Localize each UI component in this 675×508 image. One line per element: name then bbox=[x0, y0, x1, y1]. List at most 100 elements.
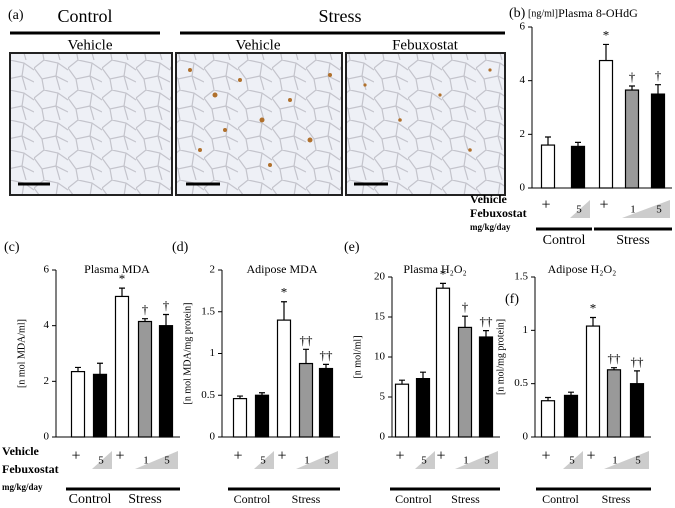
bar bbox=[478, 336, 494, 438]
y-axis-label: [ng/ml] bbox=[528, 8, 558, 19]
bar bbox=[457, 326, 473, 438]
panel-label: (b) bbox=[509, 6, 526, 21]
error-bar bbox=[259, 392, 265, 396]
dose-label: 1 bbox=[143, 455, 149, 467]
y-axis-label: [n mol/ml] bbox=[352, 335, 363, 378]
micrograph bbox=[345, 52, 506, 196]
bar bbox=[254, 394, 270, 438]
group-label: Control bbox=[542, 492, 579, 506]
y-tick-label: 4 bbox=[44, 319, 50, 331]
bar bbox=[629, 383, 645, 438]
error-bar bbox=[545, 396, 551, 401]
dose-label: 1 bbox=[630, 204, 636, 216]
group-label: Stress bbox=[451, 492, 480, 506]
bar bbox=[540, 400, 556, 438]
y-tick-label: 10 bbox=[374, 351, 386, 363]
annotation: †† bbox=[300, 332, 314, 347]
condition-label: Vehicle bbox=[68, 37, 113, 53]
dose-label: 1 bbox=[612, 455, 618, 467]
y-tick-label: 15 bbox=[374, 311, 386, 323]
error-bar bbox=[655, 84, 661, 95]
panel-label: (a) bbox=[8, 8, 24, 23]
bar bbox=[415, 378, 431, 438]
y-tick-label: 5 bbox=[380, 391, 386, 403]
group-label: Control bbox=[234, 492, 271, 506]
annotation: † bbox=[655, 68, 662, 83]
vehicle-mark: + bbox=[115, 448, 124, 465]
group-label: Stress bbox=[292, 492, 321, 506]
bar bbox=[114, 295, 130, 438]
annotation: † bbox=[163, 298, 170, 313]
dose-ramp bbox=[254, 451, 274, 469]
dose-label: 5 bbox=[421, 455, 427, 467]
vehicle-mark: + bbox=[436, 448, 445, 465]
y-tick-label: 2 bbox=[44, 375, 50, 387]
chart-title: Plasma H₂O₂ bbox=[403, 262, 466, 276]
y-axis-label: [n mol MDA/ml] bbox=[16, 319, 27, 388]
dose-ramp bbox=[622, 200, 670, 218]
dose-label: 5 bbox=[484, 455, 490, 467]
group-label: Stress bbox=[602, 492, 631, 506]
chart-title: Adipose H₂O₂ bbox=[548, 262, 617, 276]
dose-ramp bbox=[296, 451, 338, 469]
bar bbox=[435, 287, 451, 438]
annotation: * bbox=[590, 301, 597, 316]
bar bbox=[624, 89, 640, 189]
panel-label: (f) bbox=[505, 292, 519, 307]
annotation: * bbox=[119, 271, 126, 286]
bar-chart: (d) Adipose MDA [n mol MDA/mg protein] 0 0.5… bbox=[172, 240, 340, 506]
y-tick-label: 0 bbox=[380, 431, 386, 443]
y-tick-label: 2 bbox=[520, 128, 526, 140]
y-tick-label: 0 bbox=[523, 431, 529, 443]
row-label: mg/kg/day bbox=[2, 482, 43, 492]
error-bar bbox=[575, 141, 581, 147]
error-bar bbox=[399, 379, 405, 385]
panel-label: (c) bbox=[4, 240, 20, 255]
panel-a: (a) Control Stress Vehicle Vehicle Febux… bbox=[8, 6, 506, 196]
dose-ramp bbox=[604, 451, 649, 469]
annotation: * bbox=[603, 27, 610, 42]
dose-ramp bbox=[455, 451, 498, 469]
error-bar bbox=[440, 282, 446, 289]
vehicle-mark: + bbox=[541, 448, 550, 465]
error-bar bbox=[462, 315, 468, 328]
error-bar bbox=[119, 287, 125, 297]
micrograph bbox=[175, 52, 343, 196]
error-bar bbox=[568, 391, 574, 396]
row-label: Vehicle bbox=[2, 444, 40, 458]
error-bar bbox=[75, 366, 81, 372]
dose-label: 5 bbox=[576, 204, 582, 216]
annotation: † bbox=[629, 69, 636, 84]
annotation: * bbox=[281, 285, 288, 300]
error-bar bbox=[237, 395, 243, 399]
vehicle-mark: + bbox=[233, 448, 242, 465]
annotation: †† bbox=[631, 354, 645, 369]
bar-chart: (f) Adipose H₂O₂ [n mol/mg protein] 0 0.5 1 1.… bbox=[495, 262, 651, 506]
y-tick-label: 4 bbox=[520, 74, 526, 86]
dose-label: 5 bbox=[656, 204, 662, 216]
y-axis-label: [n mol MDA/mg protein] bbox=[182, 303, 193, 405]
error-bar bbox=[545, 136, 551, 146]
error-bar bbox=[420, 371, 426, 379]
panel-label: (e) bbox=[344, 240, 360, 255]
vehicle-mark: + bbox=[586, 448, 595, 465]
vehicle-mark: + bbox=[541, 197, 550, 214]
annotation: †† bbox=[608, 351, 622, 366]
bar bbox=[585, 325, 601, 438]
y-tick-label: 1.5 bbox=[201, 305, 215, 317]
dose-ramp bbox=[135, 451, 178, 469]
annotation: †† bbox=[320, 347, 334, 362]
row-label: Febuxostat bbox=[470, 206, 527, 220]
bar bbox=[318, 367, 334, 438]
bar-chart: (b) Plasma 8-OHdG[ng/ml] 0 2 4 6 * † † VehicleFeb… bbox=[470, 6, 672, 248]
condition-label: Vehicle bbox=[236, 37, 281, 53]
annotation: † bbox=[142, 302, 149, 317]
group-label: Stress bbox=[128, 492, 161, 507]
panel-label: (d) bbox=[172, 240, 189, 255]
y-tick-label: 1.5 bbox=[514, 271, 528, 283]
bar bbox=[70, 370, 86, 438]
error-bar bbox=[483, 330, 489, 337]
y-tick-label: 0 bbox=[520, 182, 526, 194]
group-label: Control bbox=[69, 492, 112, 507]
